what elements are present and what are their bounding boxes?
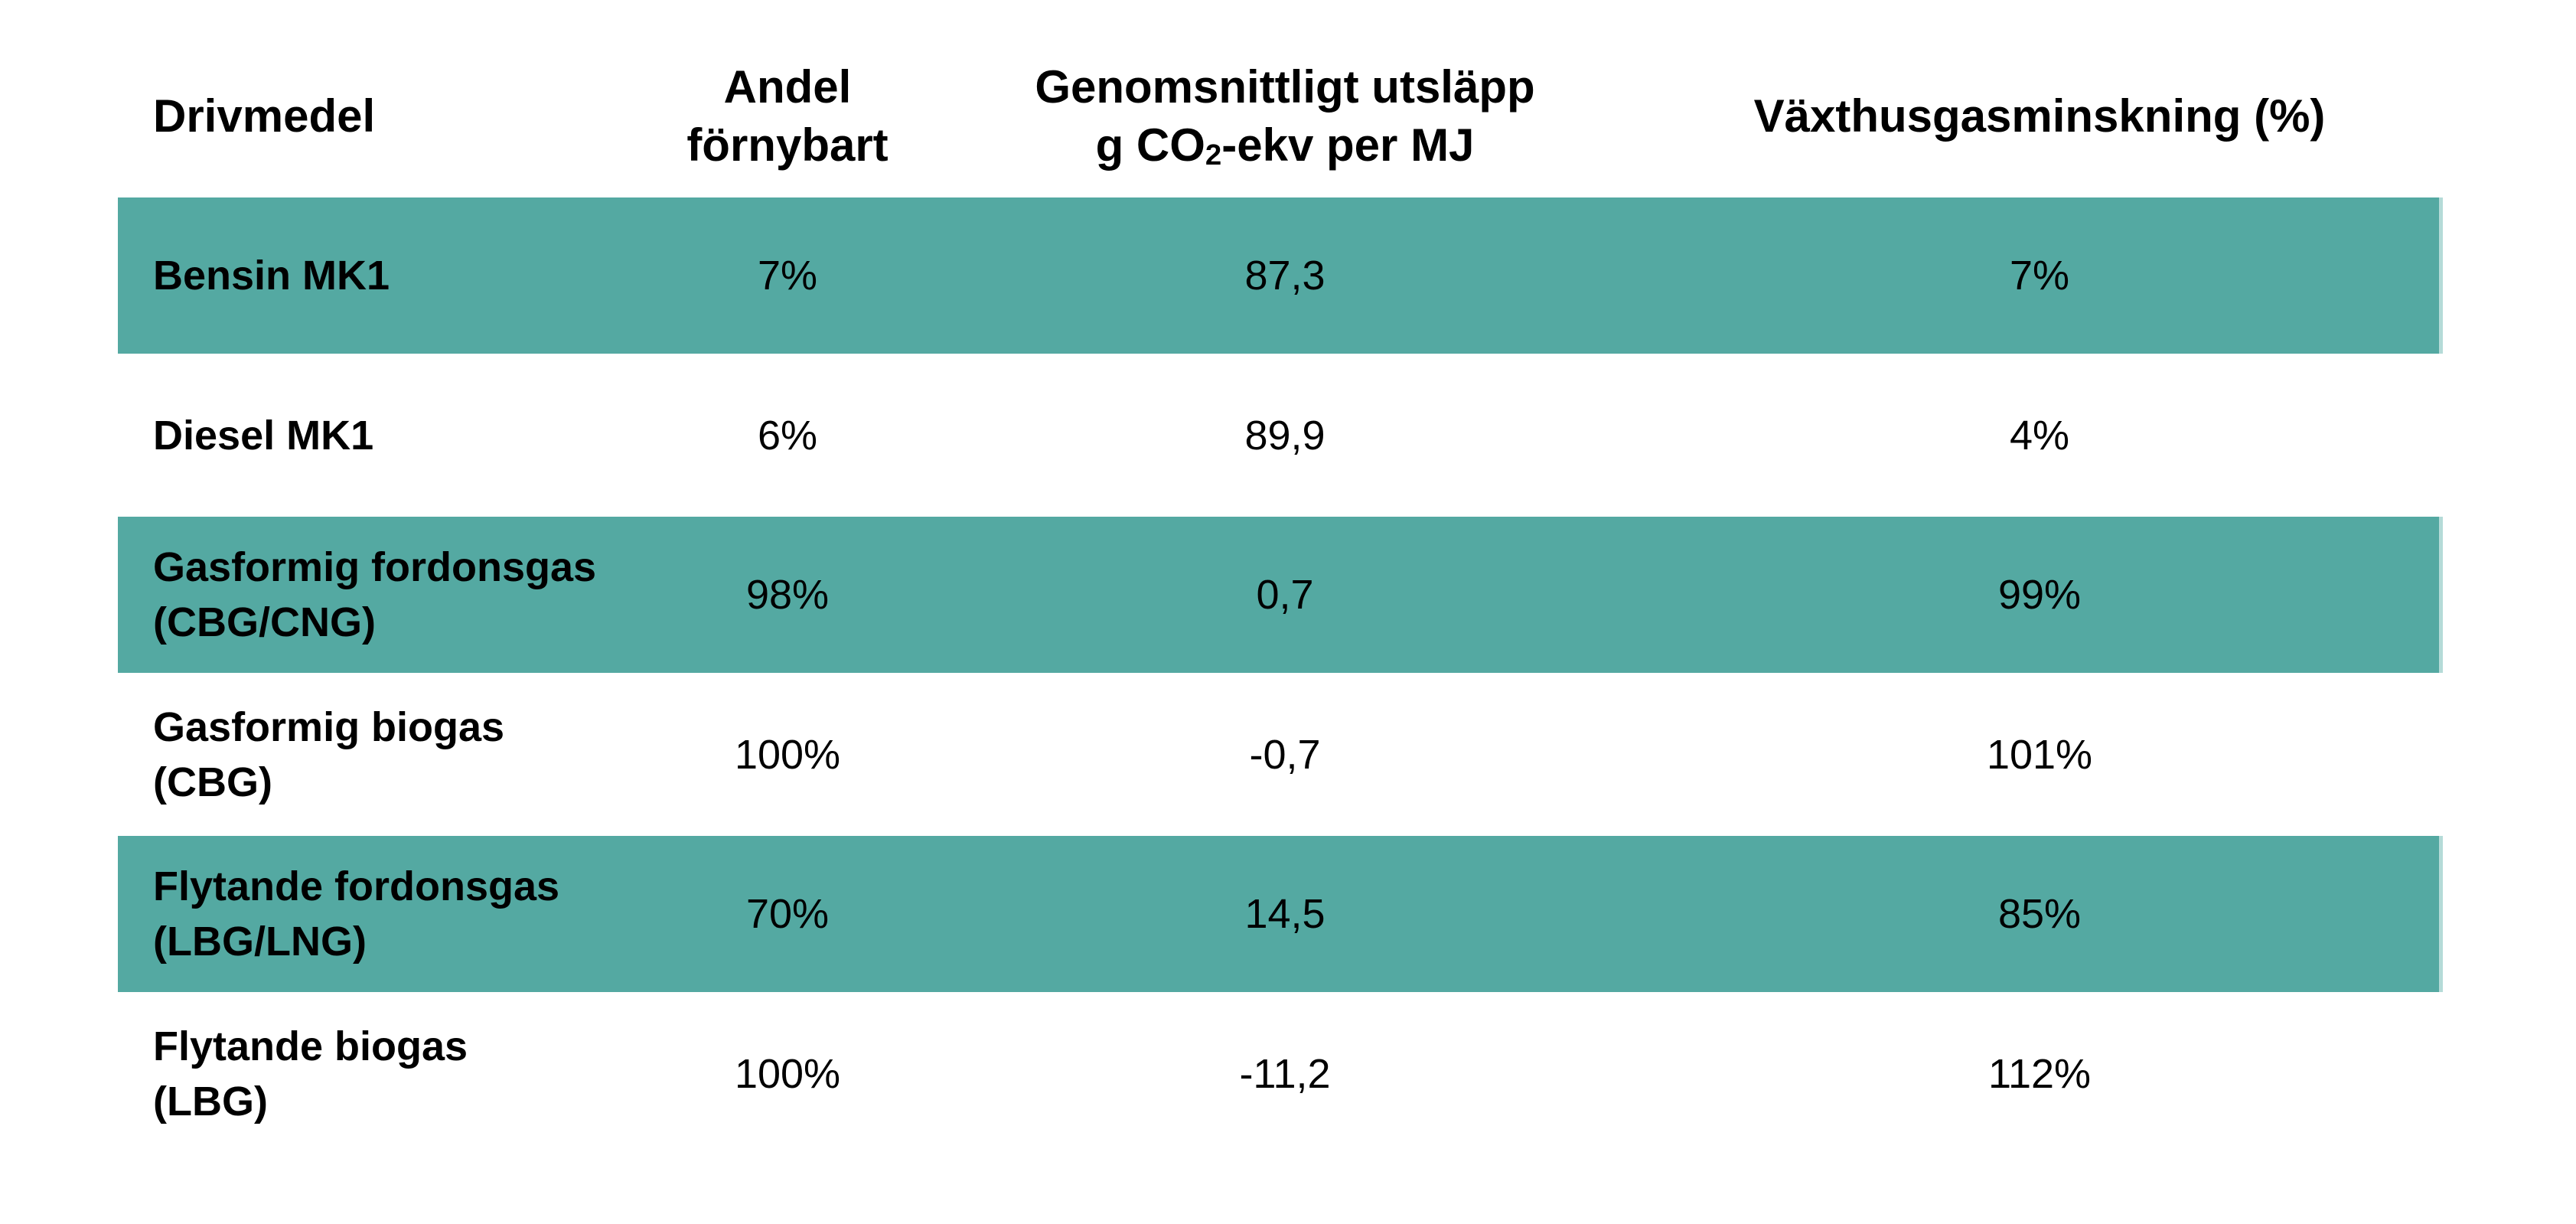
reduction-cell: 101%	[1636, 673, 2443, 836]
header-drivmedel-label: Drivmedel	[153, 90, 376, 142]
reduction-cell: 85%	[1636, 836, 2443, 992]
share-cell: 6%	[641, 354, 934, 517]
reduction-cell: 99%	[1636, 517, 2443, 673]
emission-cell: 14,5	[934, 836, 1636, 992]
share-cell: 100%	[641, 673, 934, 836]
emission-cell: -0,7	[934, 673, 1636, 836]
header-vaxthusgasminskning: Växthusgasminskning (%)	[1636, 0, 2443, 197]
emission-cell: 0,7	[934, 517, 1636, 673]
emission-cell: 87,3	[934, 197, 1636, 354]
reduction-value: 112%	[1987, 1050, 2092, 1097]
fuel-name-line1: Flytande fordonsgas	[153, 863, 560, 909]
table-row-flytande-fordonsgas: Flytande fordonsgas (LBG/LNG) 70% 14,5 8…	[118, 836, 2443, 992]
fuel-name-line1: Flytande biogas	[153, 1023, 468, 1069]
reduction-cell: 7%	[1636, 197, 2443, 354]
fuel-name-line2: (LBG)	[153, 1078, 268, 1124]
fuel-name-line1: Bensin MK1	[153, 253, 390, 299]
share-cell: 7%	[641, 197, 934, 354]
emission-value: 89,9	[1244, 412, 1325, 459]
header-utslapp: Genomsnittligt utsläpp g CO2-ekv per MJ	[934, 0, 1636, 197]
fuel-name-line2: (CBG/CNG)	[153, 599, 376, 645]
header-andel-line1: Andel	[723, 60, 852, 113]
header-andel-fornybart: Andel förnybart	[641, 0, 934, 197]
share-value: 7%	[757, 253, 818, 299]
emission-cell: -11,2	[934, 992, 1636, 1155]
emission-value: 0,7	[1256, 572, 1314, 618]
reduction-value: 4%	[2009, 412, 2070, 459]
emission-value: -0,7	[1249, 731, 1321, 778]
emission-cell: 89,9	[934, 354, 1636, 517]
fuel-emissions-table: Drivmedel Andel förnybart Genomsnittligt…	[118, 0, 2443, 1155]
table-row-gasformig-fordonsgas: Gasformig fordonsgas (CBG/CNG) 98% 0,7 9…	[118, 517, 2443, 673]
share-value: 100%	[734, 1050, 841, 1097]
share-value: 100%	[734, 731, 841, 778]
header-utslapp-line2: g CO2-ekv per MJ	[1096, 116, 1475, 175]
reduction-cell: 4%	[1636, 354, 2443, 517]
header-andel-line2: förnybart	[686, 119, 889, 171]
fuel-name-line1: Diesel MK1	[153, 412, 374, 459]
table-row-flytande-biogas: Flytande biogas (LBG) 100% -11,2 112%	[118, 992, 2443, 1155]
fuel-name-cell: Bensin MK1	[118, 197, 641, 354]
fuel-name-cell: Diesel MK1	[118, 354, 641, 517]
share-value: 98%	[745, 572, 830, 618]
table-row-diesel-mk1: Diesel MK1 6% 89,9 4%	[118, 354, 2443, 517]
fuel-name-line2: (LBG/LNG)	[153, 919, 367, 965]
reduction-value: 101%	[1986, 731, 2093, 778]
share-value: 6%	[757, 412, 818, 459]
fuel-name-line2: (CBG)	[153, 759, 272, 805]
reduction-value: 7%	[2009, 253, 2070, 299]
table-row-bensin-mk1: Bensin MK1 7% 87,3 7%	[118, 197, 2443, 354]
reduction-value: 85%	[1997, 891, 2082, 937]
table-row-gasformig-biogas: Gasformig biogas (CBG) 100% -0,7 101%	[118, 673, 2443, 836]
share-value: 70%	[745, 891, 830, 937]
fuel-name-cell: Flytande fordonsgas (LBG/LNG)	[118, 836, 641, 992]
co2-subscript: 2	[1205, 138, 1222, 171]
header-vaxthusgasminskning-label: Växthusgasminskning (%)	[1753, 90, 2326, 142]
fuel-name-cell: Gasformig fordonsgas (CBG/CNG)	[118, 517, 641, 673]
table-header-row: Drivmedel Andel förnybart Genomsnittligt…	[118, 0, 2443, 197]
emission-value: -11,2	[1239, 1050, 1331, 1097]
header-utslapp-line2-pre: g CO	[1095, 119, 1205, 171]
share-cell: 100%	[641, 992, 934, 1155]
reduction-cell: 112%	[1636, 992, 2443, 1155]
share-cell: 98%	[641, 517, 934, 673]
header-drivmedel: Drivmedel	[118, 0, 641, 197]
share-cell: 70%	[641, 836, 934, 992]
header-utslapp-line1: Genomsnittligt utsläpp	[1035, 60, 1535, 113]
fuel-name-line1: Gasformig fordonsgas	[153, 544, 597, 590]
fuel-name-line1: Gasformig biogas	[153, 703, 505, 750]
fuel-name-cell: Flytande biogas (LBG)	[118, 992, 641, 1155]
fuel-name-cell: Gasformig biogas (CBG)	[118, 673, 641, 836]
reduction-value: 99%	[1997, 572, 2082, 618]
emission-value: 14,5	[1244, 891, 1325, 937]
emission-value: 87,3	[1244, 253, 1325, 299]
header-utslapp-line2-post: -ekv per MJ	[1221, 119, 1475, 171]
